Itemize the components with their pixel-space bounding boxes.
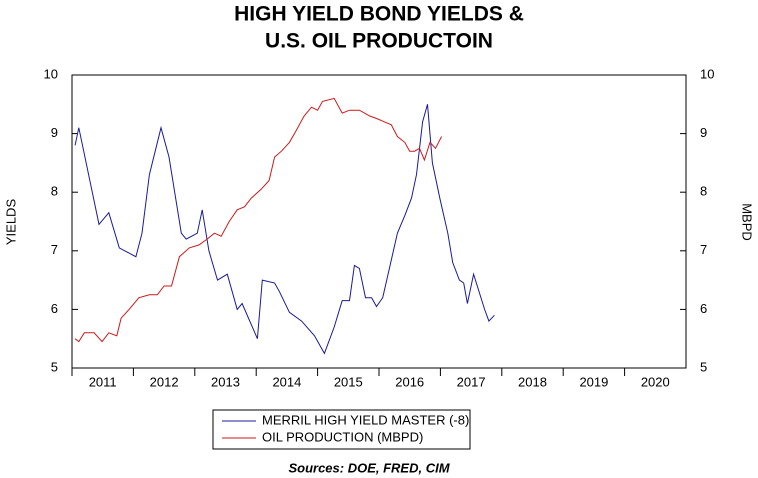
x-tick-label: 2020 [641,374,670,389]
y-tick-label: 9 [51,125,58,140]
series-line [74,104,495,355]
x-tick-label: 2016 [395,374,424,389]
y2-tick-label: 6 [700,301,707,316]
x-tick-label: 2013 [211,374,240,389]
legend-box [212,409,471,450]
y-tick-label: 8 [51,184,58,199]
y-axis-label: YIELDS [3,199,18,246]
source: Sources: DOE, FRED, CIM [288,460,450,475]
x-tick-label: 2019 [579,374,608,389]
y2-tick-label: 8 [700,184,707,199]
y-tick-label: 10 [44,66,58,81]
y-tick-label: 7 [51,242,58,257]
x-tick-label: 2015 [334,374,363,389]
y2-tick-label: 7 [700,242,707,257]
series-line [74,97,443,343]
chart-title: U.S. OIL PRODUCTOIN [265,30,493,53]
y2-tick-label: 5 [700,359,707,374]
y-tick-label: 6 [51,301,58,316]
x-tick-label: 2011 [89,374,117,389]
x-tick-label: 2012 [150,374,179,389]
y2-tick-label: 9 [700,125,707,140]
y2-axis-label: MBPD [740,203,755,241]
x-tick-label: 2017 [457,374,486,389]
chart-title: HIGH YIELD BOND YIELDS & [234,3,524,26]
y2-tick-label: 10 [700,66,714,81]
x-tick-label: 2018 [518,374,547,389]
x-tick-label: 2014 [272,374,301,389]
legend-label: MERRIL HIGH YIELD MASTER (-8) [262,412,469,427]
legend-label: OIL PRODUCTION (MBPD) [262,429,423,444]
y-tick-label: 5 [51,359,58,374]
